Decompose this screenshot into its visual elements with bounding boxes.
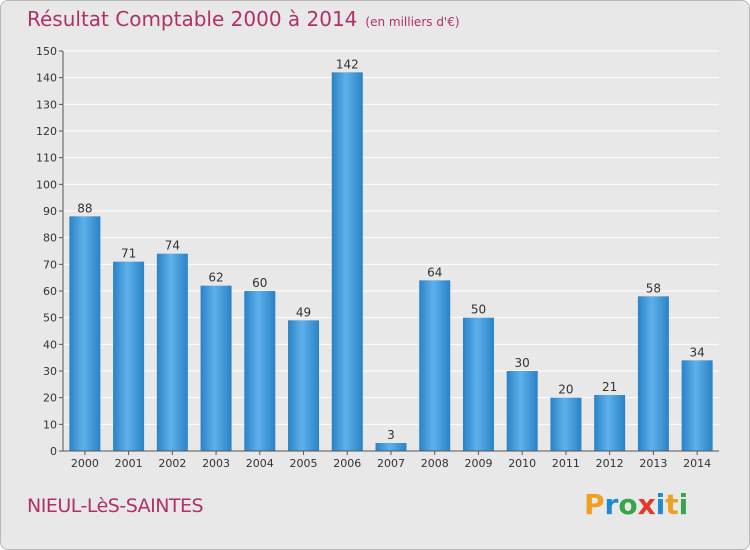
- x-tick-label: 2008: [421, 457, 449, 470]
- bar: [69, 216, 101, 451]
- logo-letter: x: [637, 488, 656, 521]
- bar: [681, 360, 713, 451]
- data-label: 64: [427, 265, 442, 279]
- x-tick-label: 2009: [464, 457, 492, 470]
- chart-subtitle: (en milliers d'€): [365, 15, 460, 29]
- y-tick-label: 150: [36, 45, 57, 58]
- bar: [331, 72, 363, 451]
- x-tick-label: 2006: [333, 457, 361, 470]
- x-tick-label: 2014: [683, 457, 711, 470]
- bar: [156, 253, 188, 451]
- x-tick-label: 2011: [552, 457, 580, 470]
- bar: [200, 285, 232, 451]
- x-tick-label: 2005: [290, 457, 318, 470]
- data-label: 34: [689, 345, 704, 359]
- data-label: 62: [208, 271, 223, 285]
- data-label: 21: [602, 380, 617, 394]
- x-tick-label: 2013: [639, 457, 667, 470]
- data-label: 88: [77, 201, 92, 215]
- y-tick-label: 80: [43, 232, 57, 245]
- data-label: 58: [646, 281, 661, 295]
- bar: [113, 261, 145, 451]
- y-tick-label: 120: [36, 125, 57, 138]
- y-tick-label: 0: [50, 445, 57, 458]
- grid-lines: [63, 50, 719, 425]
- x-tick-label: 2003: [202, 457, 230, 470]
- chart-title-text: Résultat Comptable 2000 à 2014: [27, 7, 358, 31]
- logo-letter: r: [604, 488, 619, 521]
- bar: [375, 443, 407, 451]
- proxiti-logo: Proxiti: [584, 488, 688, 521]
- bar: [419, 280, 451, 451]
- y-tick-label: 40: [43, 338, 57, 351]
- logo-letter: P: [584, 488, 605, 521]
- data-label: 30: [515, 356, 530, 370]
- y-tick-label: 50: [43, 312, 57, 325]
- bar: [637, 296, 669, 451]
- y-tick-label: 130: [36, 98, 57, 111]
- bar: [462, 317, 494, 451]
- x-tick-label: 2012: [596, 457, 624, 470]
- data-label: 142: [336, 57, 359, 71]
- bars: 88 71 74 62 60 49 142 3 64 50 30 20 21 58 34: [69, 57, 713, 451]
- x-tick-label: 2000: [71, 457, 99, 470]
- x-tick-label: 2002: [158, 457, 186, 470]
- data-label: 50: [471, 303, 486, 317]
- y-tick-label: 30: [43, 365, 57, 378]
- y-tick-label: 90: [43, 205, 57, 218]
- x-tick-label: 2004: [246, 457, 274, 470]
- logo-letter: i: [678, 488, 689, 521]
- data-label: 74: [165, 239, 180, 253]
- y-tick-label: 100: [36, 178, 57, 191]
- y-tick-label: 10: [43, 418, 57, 431]
- chart-title: Résultat Comptable 2000 à 2014 (en millie…: [27, 7, 460, 31]
- y-tick-label: 70: [43, 258, 57, 271]
- data-label: 49: [296, 305, 311, 319]
- logo-letter: t: [665, 488, 679, 521]
- data-label: 20: [558, 383, 573, 397]
- x-axis: 2000 2001 2002 2003 2004 2005 2006 2007 2008 2009…: [63, 450, 719, 470]
- x-tick-label: 2007: [377, 457, 405, 470]
- y-axis: 0 10 20 30 40 50 60 70 80 90 100 110 120 130 140 150: [36, 45, 64, 458]
- x-tick-label: 2010: [508, 457, 536, 470]
- logo-letter: o: [618, 488, 638, 521]
- y-tick-label: 110: [36, 152, 57, 165]
- bar: [506, 371, 538, 451]
- data-label: 71: [121, 247, 136, 261]
- bar: [288, 320, 320, 451]
- commune-name: NIEUL-LèS-SAINTES: [27, 495, 204, 517]
- y-tick-label: 20: [43, 392, 57, 405]
- logo-letter: i: [655, 488, 666, 521]
- data-label: 60: [252, 276, 267, 290]
- y-tick-label: 60: [43, 285, 57, 298]
- y-tick-label: 140: [36, 72, 57, 85]
- bar: [550, 397, 582, 451]
- bar: [594, 395, 626, 451]
- data-label: 3: [387, 428, 395, 442]
- x-tick-label: 2001: [115, 457, 143, 470]
- bar: [244, 291, 276, 451]
